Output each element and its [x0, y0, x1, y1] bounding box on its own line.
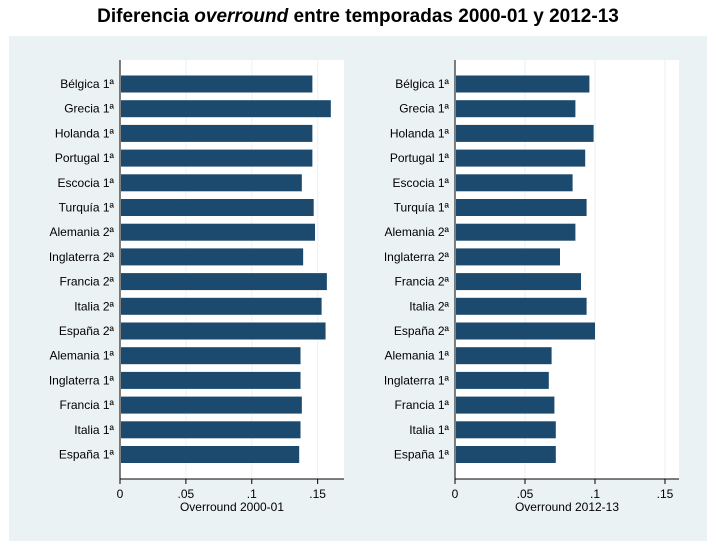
x-axis-label: Overround 2000-01 — [180, 500, 284, 514]
title-italic: overround — [194, 6, 289, 27]
category-label: Turquía 1ª — [394, 201, 450, 215]
bar — [456, 248, 560, 266]
bar — [121, 223, 316, 241]
chart-panel-2: Bélgica 1ª Grecia 1ª Holanda 1ª Portugal 1ª… — [384, 60, 679, 514]
bar — [121, 297, 322, 315]
category-label: Francia 2ª — [60, 275, 115, 289]
title-suffix: entre temporadas 2000-01 y 2012-13 — [288, 6, 619, 27]
category-label: Francia 2ª — [395, 275, 450, 289]
bar — [456, 446, 556, 463]
bar — [121, 199, 314, 216]
bar — [121, 174, 302, 192]
chart-title: Diferencia overround entre temporadas 20… — [0, 6, 716, 28]
category-label: Francia 1ª — [60, 398, 115, 412]
bar — [456, 149, 586, 167]
category-label: Escocia 1ª — [58, 176, 115, 190]
bar — [456, 371, 549, 389]
category-label: Alemania 2ª — [385, 225, 450, 239]
x-tick-label: .15 — [657, 487, 674, 501]
category-label: Alemania 1ª — [385, 349, 450, 363]
category-label: Italia 1ª — [74, 423, 114, 437]
category-label: Italia 1ª — [409, 423, 449, 437]
category-label: Portugal 1ª — [390, 151, 450, 165]
bar — [456, 100, 576, 118]
plot-area — [455, 60, 679, 479]
category-label: Alemania 2ª — [50, 225, 115, 239]
bar — [121, 248, 304, 266]
x-tick-label: .1 — [590, 487, 600, 501]
bar — [456, 223, 576, 241]
bar — [121, 100, 331, 118]
bar — [121, 446, 300, 463]
bar — [456, 421, 556, 439]
category-label: Portugal 1ª — [55, 151, 115, 165]
category-label: Italia 2ª — [409, 299, 449, 313]
category-label: Turquía 1ª — [59, 201, 115, 215]
bar — [456, 199, 587, 216]
bar — [121, 322, 326, 340]
category-label: Bélgica 1ª — [60, 77, 114, 91]
bar — [121, 273, 327, 291]
bar — [121, 371, 301, 389]
category-label: Inglaterra 2ª — [384, 250, 450, 264]
x-tick-label: .05 — [517, 487, 534, 501]
category-label: Grecia 1ª — [64, 102, 114, 116]
x-axis-label: Overround 2012-13 — [515, 500, 619, 514]
bar — [121, 124, 313, 142]
category-label: Alemania 1ª — [50, 349, 115, 363]
x-tick-label: .15 — [309, 487, 326, 501]
title-prefix: Diferencia — [97, 6, 195, 27]
category-label: Holanda 1ª — [55, 126, 115, 140]
bar — [121, 75, 313, 93]
category-label: Bélgica 1ª — [395, 77, 449, 91]
x-tick-label: 0 — [117, 487, 124, 501]
bar — [456, 322, 595, 340]
category-label: España 2ª — [394, 324, 450, 338]
category-label: Inglaterra 2ª — [49, 250, 115, 264]
category-label: Holanda 1ª — [390, 126, 450, 140]
bar — [456, 396, 555, 414]
bar — [456, 297, 587, 315]
category-label: Inglaterra 1ª — [384, 373, 450, 387]
bar — [456, 75, 590, 93]
bar — [121, 396, 302, 414]
bar — [456, 347, 552, 365]
category-label: España 1ª — [59, 448, 115, 462]
chart-panel-1: Bélgica 1ª Grecia 1ª Holanda 1ª Portugal 1ª… — [49, 60, 344, 514]
bar — [121, 347, 301, 365]
x-tick-label: .1 — [247, 487, 257, 501]
bar — [456, 124, 594, 142]
bar — [121, 149, 313, 167]
bar — [121, 421, 301, 439]
bar — [456, 273, 581, 291]
category-label: Inglaterra 1ª — [49, 373, 115, 387]
category-label: Italia 2ª — [74, 299, 114, 313]
x-tick-label: 0 — [452, 487, 459, 501]
category-label: España 1ª — [394, 448, 450, 462]
category-label: Grecia 1ª — [399, 102, 449, 116]
bar — [456, 174, 573, 192]
category-label: España 2ª — [59, 324, 115, 338]
plot-area — [120, 60, 344, 479]
x-tick-label: .05 — [178, 487, 195, 501]
category-label: Escocia 1ª — [393, 176, 450, 190]
category-label: Francia 1ª — [395, 398, 450, 412]
